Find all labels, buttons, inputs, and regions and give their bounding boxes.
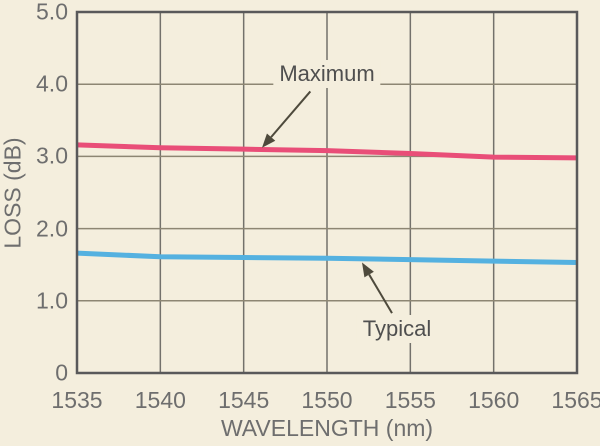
series-line-maximum xyxy=(76,142,578,161)
x-tick-label: 1545 xyxy=(218,387,270,413)
y-tick-label: 3.0 xyxy=(36,142,68,169)
x-tick-label: 1565 xyxy=(551,387,600,413)
annotation-arrowhead-maximum xyxy=(262,133,276,148)
annotation-arrowhead-typical xyxy=(362,262,374,278)
series-line-typical xyxy=(76,250,578,266)
y-axis-title: LOSS (dB) xyxy=(0,136,26,249)
x-tick-label: 1560 xyxy=(468,387,520,413)
annotation-maximum-label: Maximum xyxy=(273,60,381,89)
annotation-arrow-typical xyxy=(368,274,393,314)
annotation-arrow-maximum xyxy=(270,90,312,138)
x-tick-label: 1540 xyxy=(134,387,186,413)
y-tick-label: 4.0 xyxy=(36,70,68,97)
y-tick-label: 1.0 xyxy=(36,287,68,314)
x-tick-label: 1550 xyxy=(301,387,353,413)
y-tick-label: 5.0 xyxy=(36,0,68,25)
x-tick-label: 1535 xyxy=(51,387,103,413)
x-tick-label: 1555 xyxy=(384,387,436,413)
y-tick-label: 0 xyxy=(55,359,68,386)
y-tick-label: 2.0 xyxy=(36,215,68,242)
x-axis-title: WAVELENGTH (nm) xyxy=(220,415,434,441)
annotation-typical-label: Typical xyxy=(356,314,438,343)
plot-frame xyxy=(75,10,579,375)
